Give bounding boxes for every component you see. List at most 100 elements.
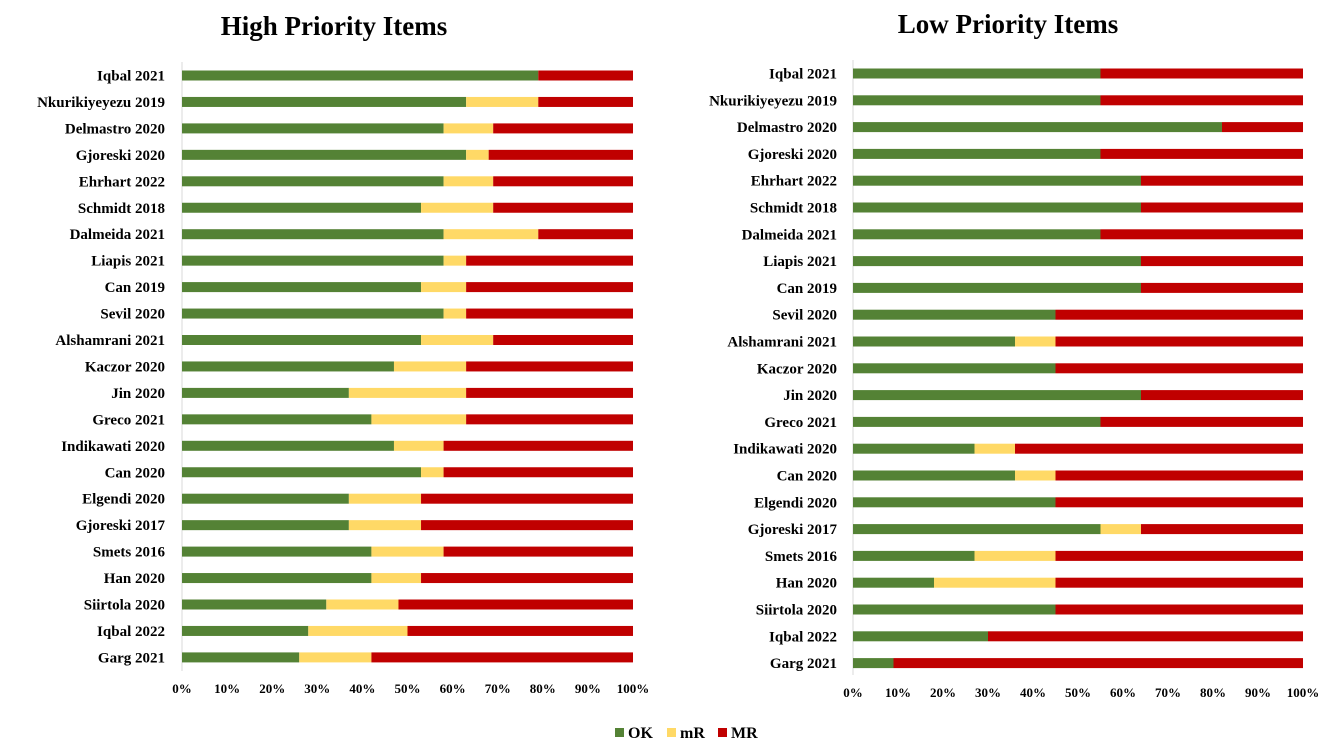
chart-title-low-priority: Low Priority Items [898, 9, 1118, 39]
legend-label-ok: OK [628, 725, 653, 742]
category-label: Elgendi 2020 [82, 492, 165, 508]
bar-mr-22 [988, 631, 1303, 642]
category-label: Jin 2020 [111, 386, 165, 402]
category-label: Liapis 2021 [91, 254, 165, 270]
category-label: Gjoreski 2017 [748, 522, 838, 538]
bar-ok-10 [182, 308, 444, 319]
bar-mr-2 [1100, 95, 1303, 106]
bar-mr-16 [1055, 470, 1303, 481]
x-tick-label: 30% [304, 681, 330, 696]
x-tick-label: 60% [1110, 685, 1136, 700]
bar-mr-20 [421, 573, 633, 584]
bar-mr-14 [466, 414, 633, 425]
x-tick-label: 40% [1020, 685, 1046, 700]
x-tick-label: 80% [530, 681, 556, 696]
legend-swatch-ok [615, 728, 624, 737]
category-label: Schmidt 2018 [750, 201, 837, 217]
category-label: Garg 2021 [770, 656, 837, 672]
bar-mr-20 [371, 573, 422, 584]
bar-ok-17 [853, 497, 1056, 508]
x-tick-label: 90% [1245, 685, 1271, 700]
bar-ok-19 [182, 546, 372, 557]
bar-mr-11 [1015, 336, 1056, 347]
bar-mr-8 [466, 255, 633, 266]
bar-ok-5 [182, 176, 444, 187]
bar-ok-16 [853, 470, 1015, 481]
bar-mr-18 [1100, 524, 1141, 535]
category-label: Sevil 2020 [100, 307, 165, 323]
bar-mr-1 [1100, 68, 1303, 79]
category-label: Nkurikiyeyezu 2019 [37, 95, 165, 111]
legend-label-mr: MR [731, 725, 758, 742]
bar-mr-20 [934, 577, 1056, 588]
category-label: Han 2020 [776, 576, 837, 592]
bar-ok-17 [182, 493, 349, 504]
bar-ok-10 [853, 309, 1056, 320]
bar-mr-19 [974, 550, 1056, 561]
x-tick-label: 70% [485, 681, 511, 696]
bar-ok-22 [853, 631, 988, 642]
bar-mr-21 [1055, 604, 1303, 615]
bar-mr-8 [1141, 256, 1303, 267]
bar-mr-9 [421, 282, 467, 293]
bar-ok-12 [853, 363, 1056, 374]
category-label: Ehrhart 2022 [751, 174, 837, 190]
bar-mr-13 [466, 387, 633, 398]
bar-mr-3 [443, 123, 494, 134]
category-label: Dalmeida 2021 [70, 227, 165, 243]
x-tick-label: 0% [172, 681, 192, 696]
bar-ok-14 [182, 414, 372, 425]
bar-ok-4 [853, 148, 1101, 159]
bar-ok-1 [853, 68, 1101, 79]
bar-mr-12 [393, 361, 467, 372]
category-label: Siirtola 2020 [84, 598, 165, 614]
bar-ok-15 [853, 443, 975, 454]
category-label: Ehrhart 2022 [79, 174, 165, 190]
bar-ok-1 [182, 70, 539, 81]
category-label: Garg 2021 [98, 650, 165, 666]
bar-ok-23 [182, 652, 300, 663]
bar-mr-5 [443, 176, 494, 187]
bar-mr-8 [443, 255, 467, 266]
bar-ok-8 [182, 255, 444, 266]
bar-mr-6 [493, 202, 633, 213]
bar-mr-5 [1141, 175, 1303, 186]
bar-mr-22 [407, 625, 633, 636]
bar-mr-11 [1055, 336, 1303, 347]
bar-mr-16 [421, 467, 444, 478]
bar-mr-7 [1100, 229, 1303, 240]
x-tick-label: 20% [930, 685, 956, 700]
bar-mr-17 [1055, 497, 1303, 508]
category-label: Delmastro 2020 [65, 121, 165, 137]
bar-ok-20 [182, 573, 372, 584]
high-priority-chart: High Priority Items Iqbal 2021 Nkurikiyey… [37, 11, 649, 696]
x-tick-label: 100% [617, 681, 650, 696]
category-label: Can 2019 [105, 280, 165, 296]
legend-swatch-mr [718, 728, 727, 737]
bar-mr-4 [466, 149, 489, 160]
bar-mr-10 [443, 308, 467, 319]
bar-mr-13 [348, 387, 467, 398]
bar-mr-9 [466, 282, 633, 293]
bar-ok-23 [853, 658, 894, 669]
bar-ok-16 [182, 467, 422, 478]
bar-ok-3 [853, 122, 1222, 133]
category-label: Alshamrani 2021 [727, 335, 837, 351]
category-label: Iqbal 2021 [769, 67, 837, 83]
bar-mr-15 [443, 440, 633, 451]
bar-mr-1 [538, 70, 633, 81]
category-label: Nkurikiyeyezu 2019 [709, 93, 837, 109]
bar-ok-7 [853, 229, 1101, 240]
category-label: Dalmeida 2021 [742, 227, 837, 243]
x-tick-label: 50% [1065, 685, 1091, 700]
category-label: Han 2020 [104, 571, 165, 587]
x-tick-label: 70% [1155, 685, 1181, 700]
bar-ok-19 [853, 550, 975, 561]
bar-ok-18 [182, 520, 349, 531]
bar-mr-12 [1055, 363, 1303, 374]
x-tick-label: 10% [214, 681, 240, 696]
bar-mr-7 [443, 229, 539, 240]
category-label: Can 2019 [777, 281, 837, 297]
category-label: Iqbal 2022 [97, 624, 165, 640]
bar-mr-11 [493, 335, 633, 345]
